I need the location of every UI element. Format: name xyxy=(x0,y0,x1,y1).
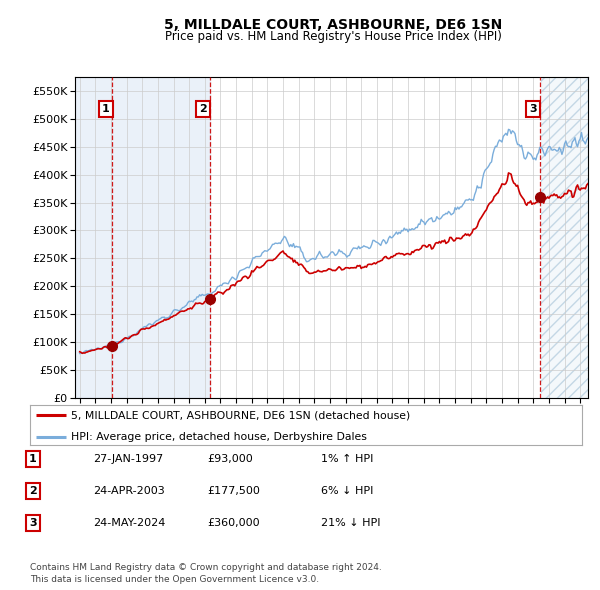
Text: 3: 3 xyxy=(529,104,537,114)
Text: HPI: Average price, detached house, Derbyshire Dales: HPI: Average price, detached house, Derb… xyxy=(71,432,367,442)
Text: Price paid vs. HM Land Registry's House Price Index (HPI): Price paid vs. HM Land Registry's House … xyxy=(164,30,502,43)
Text: 5, MILLDALE COURT, ASHBOURNE, DE6 1SN: 5, MILLDALE COURT, ASHBOURNE, DE6 1SN xyxy=(164,18,502,32)
Text: 2: 2 xyxy=(29,486,37,496)
Text: £360,000: £360,000 xyxy=(207,518,260,527)
Text: 24-MAY-2024: 24-MAY-2024 xyxy=(93,518,166,527)
Text: 1% ↑ HPI: 1% ↑ HPI xyxy=(321,454,373,464)
Text: 1: 1 xyxy=(29,454,37,464)
Text: 1: 1 xyxy=(102,104,110,114)
Text: 2: 2 xyxy=(200,104,207,114)
Text: 3: 3 xyxy=(29,518,37,527)
Text: £177,500: £177,500 xyxy=(207,486,260,496)
Text: 21% ↓ HPI: 21% ↓ HPI xyxy=(321,518,380,527)
Text: 6% ↓ HPI: 6% ↓ HPI xyxy=(321,486,373,496)
Bar xyxy=(541,77,588,398)
Text: 5, MILLDALE COURT, ASHBOURNE, DE6 1SN (detached house): 5, MILLDALE COURT, ASHBOURNE, DE6 1SN (d… xyxy=(71,411,410,420)
Text: Contains HM Land Registry data © Crown copyright and database right 2024.
This d: Contains HM Land Registry data © Crown c… xyxy=(30,563,382,584)
Bar xyxy=(75,77,209,398)
Text: £93,000: £93,000 xyxy=(207,454,253,464)
Bar xyxy=(541,77,588,398)
Text: 24-APR-2003: 24-APR-2003 xyxy=(93,486,165,496)
Text: 27-JAN-1997: 27-JAN-1997 xyxy=(93,454,163,464)
